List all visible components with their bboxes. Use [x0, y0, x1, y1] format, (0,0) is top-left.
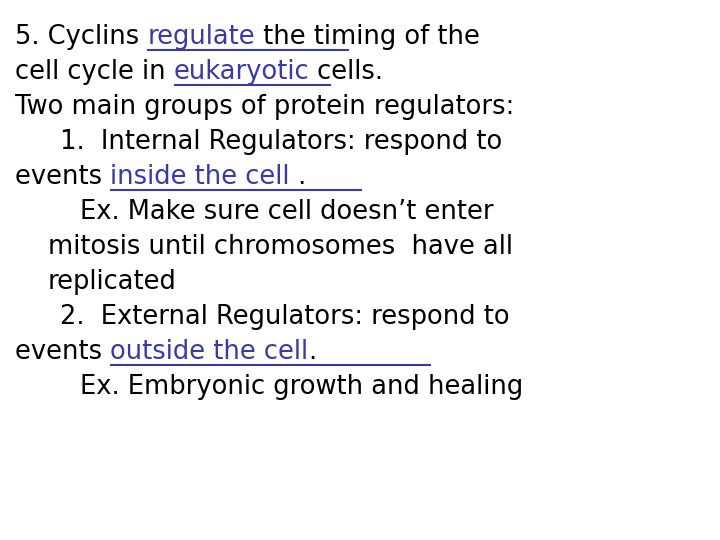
Text: replicated: replicated	[48, 269, 177, 295]
Text: Two main groups of protein regulators:: Two main groups of protein regulators:	[15, 94, 514, 120]
Text: 5. Cyclins: 5. Cyclins	[15, 24, 148, 50]
Text: outside the cell: outside the cell	[110, 339, 308, 365]
Text: Ex. Embryonic growth and healing: Ex. Embryonic growth and healing	[80, 374, 523, 400]
Text: cells.: cells.	[310, 59, 383, 85]
Text: .: .	[308, 339, 317, 365]
Text: events: events	[15, 164, 110, 190]
Text: the timing of the: the timing of the	[255, 24, 480, 50]
Text: 1.  Internal Regulators: respond to: 1. Internal Regulators: respond to	[60, 129, 503, 155]
Text: 2.  External Regulators: respond to: 2. External Regulators: respond to	[60, 304, 510, 330]
Text: .: .	[289, 164, 306, 190]
Text: eukaryotic: eukaryotic	[174, 59, 310, 85]
Text: cell cycle in: cell cycle in	[15, 59, 174, 85]
Text: regulate: regulate	[148, 24, 255, 50]
Text: inside the cell: inside the cell	[110, 164, 289, 190]
Text: Ex. Make sure cell doesn’t enter: Ex. Make sure cell doesn’t enter	[80, 199, 494, 225]
Text: mitosis until chromosomes  have all: mitosis until chromosomes have all	[48, 234, 513, 260]
Text: events: events	[15, 339, 110, 365]
